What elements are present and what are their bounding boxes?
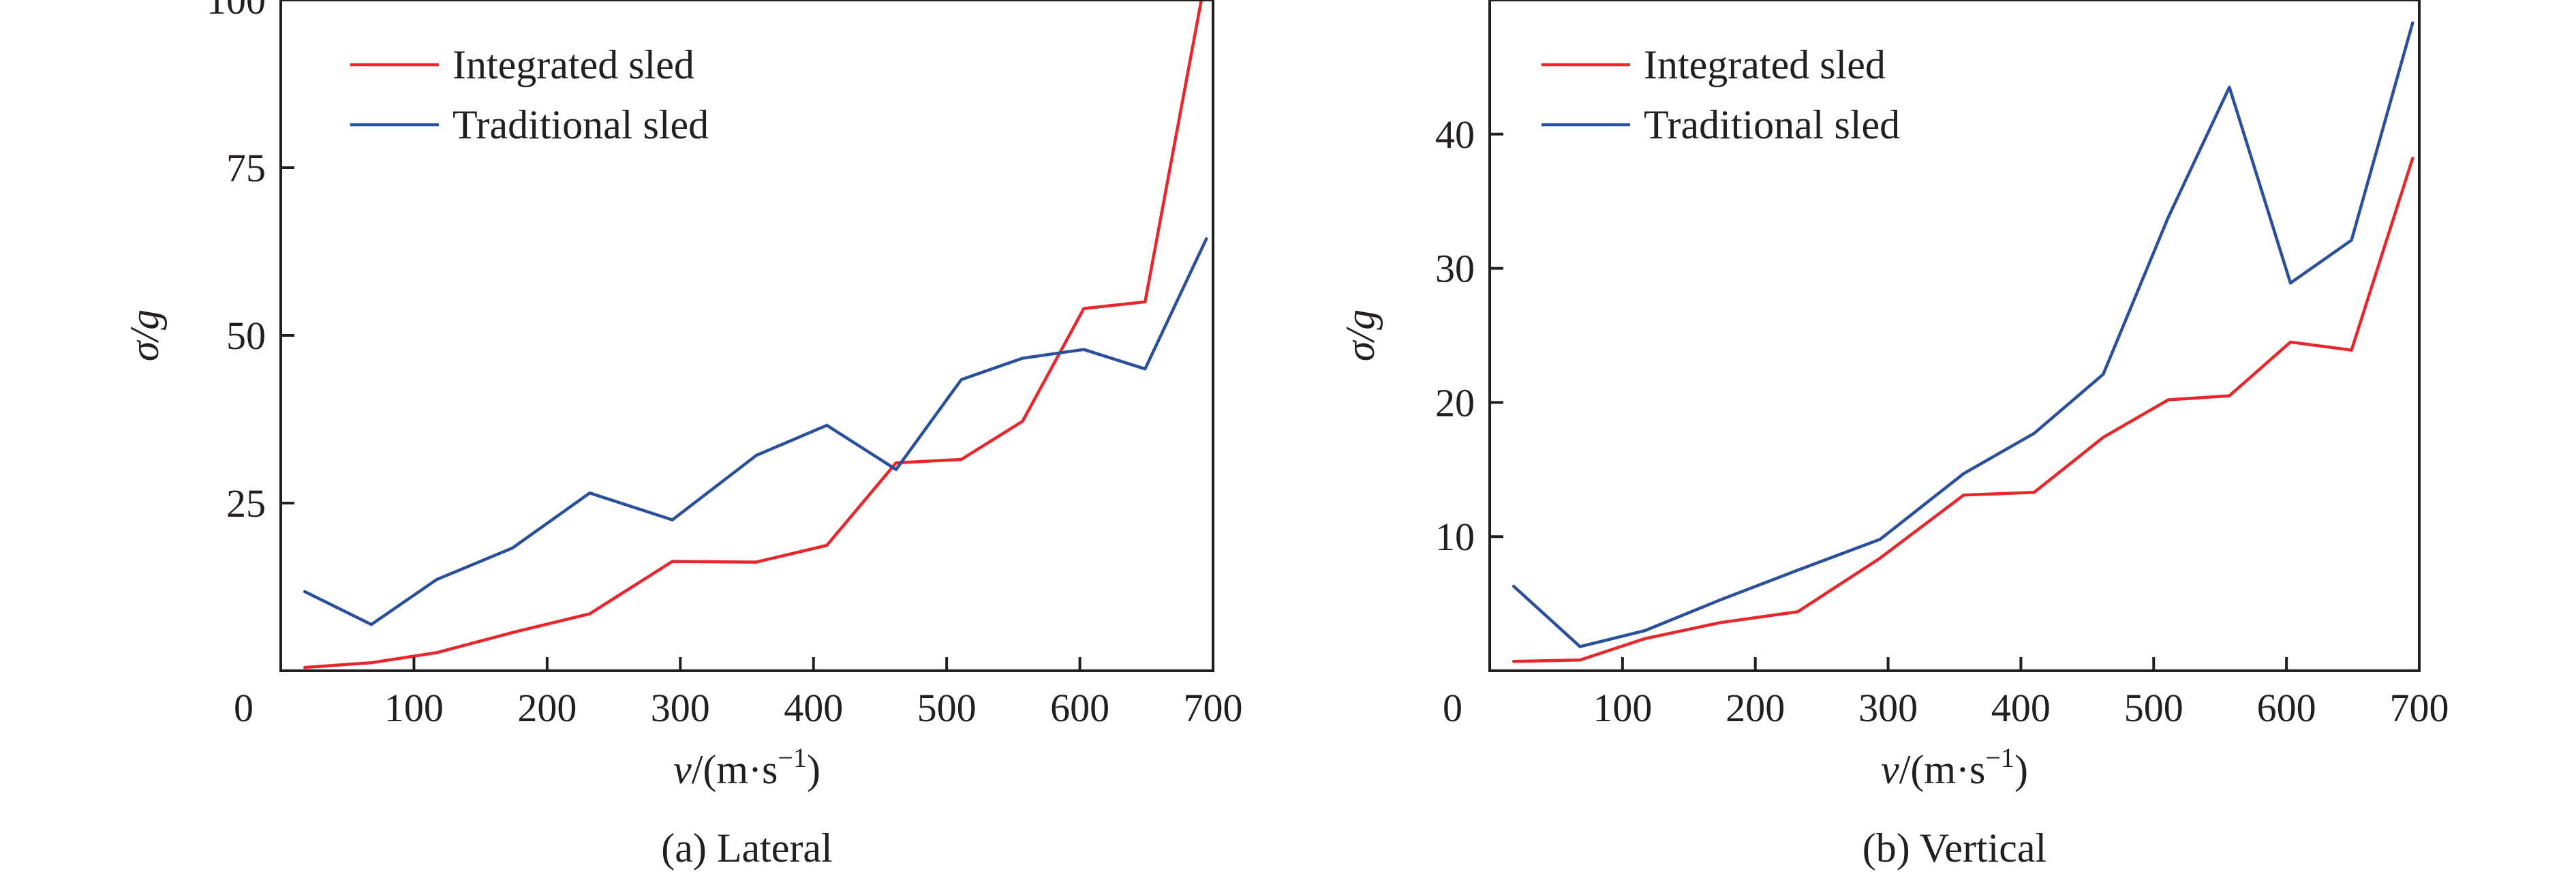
x-axis-label-var: v	[1881, 747, 1899, 792]
x-axis-label-unit: /(m·s	[1899, 747, 1986, 792]
x-tick-label: 500	[2124, 686, 2183, 730]
legend-label: Integrated sled	[453, 42, 694, 87]
x-axis-label-close: )	[807, 747, 821, 792]
x-tick-label: 200	[1726, 686, 1785, 730]
origin-label: 0	[234, 686, 254, 730]
legend: Integrated sled Traditional sled	[350, 42, 709, 147]
x-tick-label: 700	[2390, 686, 2449, 730]
y-tick-label: 50	[226, 314, 266, 358]
x-axis-label-var: v	[673, 747, 692, 792]
x-tick-label: 600	[2257, 686, 2316, 730]
x-tick-label: 700	[1184, 686, 1243, 730]
x-tick-label: 100	[384, 686, 444, 730]
x-tick-label: 300	[651, 686, 710, 730]
series-group	[1512, 21, 2414, 663]
x-axis-label-close: )	[2014, 747, 2028, 792]
x-tick-label: 200	[517, 686, 577, 730]
y-tick-label: 25	[226, 481, 266, 526]
x-axis-label: v/(m·s−1)	[1881, 742, 2028, 792]
series-line-integrated-sled	[303, 0, 1203, 669]
panel-caption: (a) Lateral	[661, 826, 832, 871]
x-axis-label-exponent: −1	[1985, 742, 2014, 773]
x-tick-label: 400	[1991, 686, 2051, 730]
x-tick-label: 600	[1050, 686, 1109, 730]
legend-label: Traditional sled	[453, 102, 709, 147]
x-axis-label-exponent: −1	[778, 742, 807, 773]
y-tick-label: 30	[1435, 247, 1475, 291]
legend: Integrated sled Traditional sled	[1542, 42, 1900, 147]
y-axis-label: σ/g	[122, 309, 167, 361]
series-line-integrated-sled	[1512, 156, 2414, 663]
series-line-traditional-sled	[303, 237, 1208, 626]
series-line-traditional-sled	[1512, 21, 2414, 648]
x-axis-label-unit: /(m·s	[692, 747, 778, 792]
x-tick-label: 100	[1593, 686, 1652, 730]
origin-label: 0	[1443, 686, 1462, 730]
x-axis-label: v/(m·s−1)	[673, 742, 821, 792]
y-tick-label: 40	[1435, 112, 1475, 157]
series-group	[303, 0, 1208, 669]
y-tick-label: 20	[1435, 380, 1475, 425]
plot-frame	[1488, 0, 2421, 672]
plot-frame	[279, 0, 1214, 672]
chart-panel-vertical: 100 200 300 400 500 600 700 0 10 20 30 40 σ/g v/(m·s−…	[1338, 0, 2449, 871]
legend-label: Traditional sled	[1644, 102, 1900, 147]
y-tick-label: 10	[1435, 515, 1475, 559]
x-tick-label: 300	[1858, 686, 1918, 730]
chart-panel-lateral: 100 200 300 400 500 600 700 0 25 50 75 100 σ/g v/(m·s…	[122, 0, 1243, 871]
panel-caption: (b) Vertical	[1862, 826, 2046, 871]
y-tick-label: 100	[206, 0, 266, 22]
y-tick-label: 75	[226, 146, 266, 190]
y-axis-label: σ/g	[1338, 309, 1383, 361]
x-tick-label: 400	[784, 686, 843, 730]
legend-label: Integrated sled	[1644, 42, 1886, 87]
x-tick-label: 500	[917, 686, 977, 730]
